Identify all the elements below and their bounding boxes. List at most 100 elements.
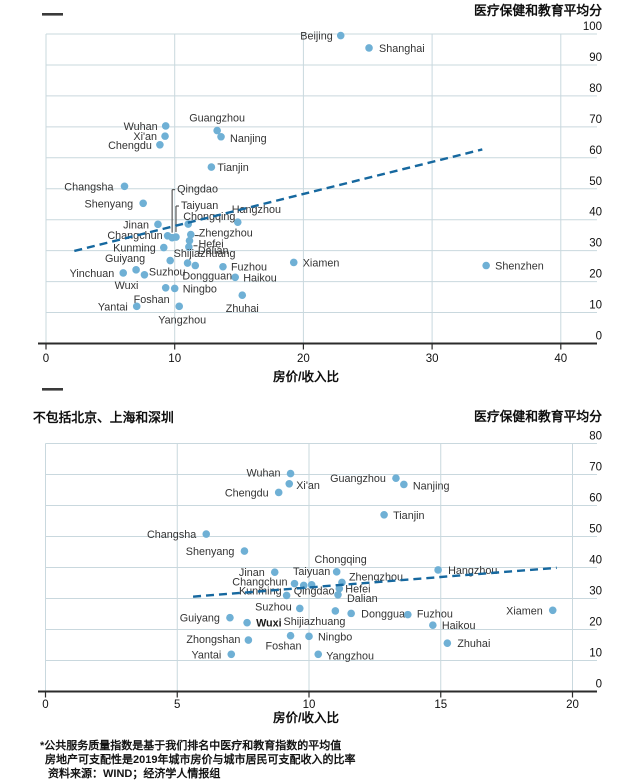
y-tick-label: 80 [589, 83, 602, 95]
point-Chengdu [156, 141, 164, 149]
x-tick-label: 0 [42, 699, 48, 711]
point-label-Guangzhou: Guangzhou [330, 473, 386, 485]
point-label-Chongqing: Chongqing [315, 554, 367, 566]
point-label-Suzhou: Suzhou [149, 267, 186, 279]
point-Hefei [335, 584, 344, 593]
point-Chongqing [332, 568, 341, 576]
point-label-Dongguan: Dongguan [361, 608, 411, 620]
point-label-Shenzhen: Shenzhen [495, 261, 544, 273]
point-Zhuhai [238, 291, 247, 300]
point-Guangzhou [213, 126, 221, 135]
point-Changsha [120, 182, 129, 191]
point-Tianjin [207, 163, 216, 171]
point-label-Chengdu: Chengdu [225, 487, 269, 499]
point-label-Ningbo: Ningbo [318, 631, 352, 643]
point-label-Taiyuan: Taiyuan [293, 566, 330, 578]
point-label-Changsha: Changsha [147, 529, 196, 541]
point-Foshan [161, 283, 170, 292]
y-tick-label: 10 [589, 300, 602, 312]
point-Xiamen [289, 258, 298, 267]
point-label-Dalian: Dalian [347, 593, 378, 605]
point-label-Taiyuan: Taiyuan [181, 200, 218, 212]
point-Changchun [290, 579, 299, 588]
point-Suzhou [166, 256, 174, 265]
point-label-Jinan: Jinan [239, 567, 265, 579]
y-tick-label: 0 [596, 679, 602, 691]
point-label-Yangzhou: Yangzhou [326, 650, 374, 662]
point-label-Yantai: Yantai [191, 649, 221, 661]
y-tick-label: 100 [583, 21, 602, 33]
point-label-Kunming: Kunming [113, 243, 156, 255]
point-Dongguan [347, 609, 355, 618]
point-Shenzhen [482, 261, 490, 270]
point-Hefei [185, 236, 194, 245]
point-label-Zhuhai: Zhuhai [457, 638, 490, 650]
top-chart-y-axis-heading: 医疗保健和教育平均分 [474, 3, 602, 18]
point-Hangzhou [434, 566, 442, 574]
point-Kunming [282, 591, 291, 600]
point-label-Wuxi: Wuxi [115, 280, 139, 292]
source-line: 资料来源：WIND；经济学人情报组 [48, 766, 220, 780]
point-label-Fuzhou: Fuzhou [231, 262, 267, 274]
point-label-Changsha: Changsha [64, 181, 113, 193]
x-tick-label: 5 [174, 699, 180, 711]
point-Dongguan [191, 261, 200, 270]
point-label-Guiyang: Guiyang [180, 613, 220, 625]
point-Xi'an [161, 132, 169, 140]
y-tick-label: 50 [589, 176, 602, 188]
y-tick-label: 30 [589, 586, 602, 598]
y-tick-label: 10 [589, 648, 602, 660]
y-tick-label: 40 [589, 207, 602, 219]
point-Ningbo [305, 632, 313, 641]
point-label-Hefei: Hefei [345, 584, 370, 596]
y-tick-label: 0 [596, 331, 602, 343]
point-label-Hefei: Hefei [199, 239, 224, 251]
bottom-chart-plot-area: 0 10 20 30 40 50 60 70 80 0 5 10 15 20 Wuhan Xi'an Cheng… [38, 431, 602, 711]
point-label-Zhengzhou: Zhengzhou [199, 228, 253, 240]
point-label-Nanjing: Nanjing [230, 133, 267, 145]
point-Tianjin [380, 511, 388, 519]
point-Guiyang [132, 266, 140, 274]
footnote-public-services: *公共服务质量指数是基于我们排名中医疗和教育指数的平均值 [40, 738, 341, 752]
point-Suzhou [295, 604, 304, 613]
point-Guiyang [226, 613, 234, 622]
point-Beijing [336, 31, 345, 40]
point-label-Foshan: Foshan [134, 294, 170, 306]
point-Haikou [429, 621, 437, 629]
point-label-Hangzhou: Hangzhou [232, 204, 281, 216]
point-label-Changchun: Changchun [232, 577, 287, 589]
x-tick-label: 10 [168, 353, 181, 365]
y-tick-label: 90 [589, 52, 602, 64]
point-Yinchuan [119, 269, 128, 277]
point-Yantai [132, 302, 141, 311]
point-Wuhan [161, 122, 170, 130]
point-label-Shijiazhuang: Shijiazhuang [174, 248, 236, 260]
point-label-Foshan: Foshan [266, 641, 302, 653]
y-tick-label: 50 [589, 524, 602, 536]
point-label-Nanjing: Nanjing [413, 480, 450, 492]
point-label-Zhongshan: Zhongshan [186, 634, 240, 646]
point-Chengdu [274, 488, 283, 497]
point-label-Yangzhou: Yangzhou [158, 314, 206, 326]
point-label-Ningbo: Ningbo [183, 283, 217, 295]
point-Zhengzhou [186, 230, 195, 239]
point-label-Qingdao: Qingdao [177, 184, 218, 196]
point-label-Haikou: Haikou [442, 620, 476, 632]
point-Xi'an [285, 480, 294, 488]
top-chart-plot-area: 0 10 20 30 40 50 60 70 80 90 100 0 10 20 30 40 Beijing Sh… [38, 21, 602, 365]
x-tick-label: 15 [434, 699, 447, 711]
point-label-Wuhan: Wuhan [247, 468, 281, 480]
point-label-Beijing: Beijing [300, 31, 332, 43]
top-chart-x-axis-title: 房价/收入比 [273, 369, 339, 384]
point-label-Zhuhai: Zhuhai [226, 303, 259, 315]
point-label-Chongqing: Chongqing [183, 211, 235, 223]
point-Shijiazhuang [183, 259, 192, 267]
point-label-Yantai: Yantai [98, 301, 128, 313]
point-Xiamen [548, 606, 557, 615]
point-Shijiazhuang [331, 607, 340, 615]
point-Nanjing [217, 132, 225, 141]
x-tick-label: 30 [426, 353, 439, 365]
point-Kunming [159, 243, 168, 252]
point-Yantai [227, 650, 236, 659]
